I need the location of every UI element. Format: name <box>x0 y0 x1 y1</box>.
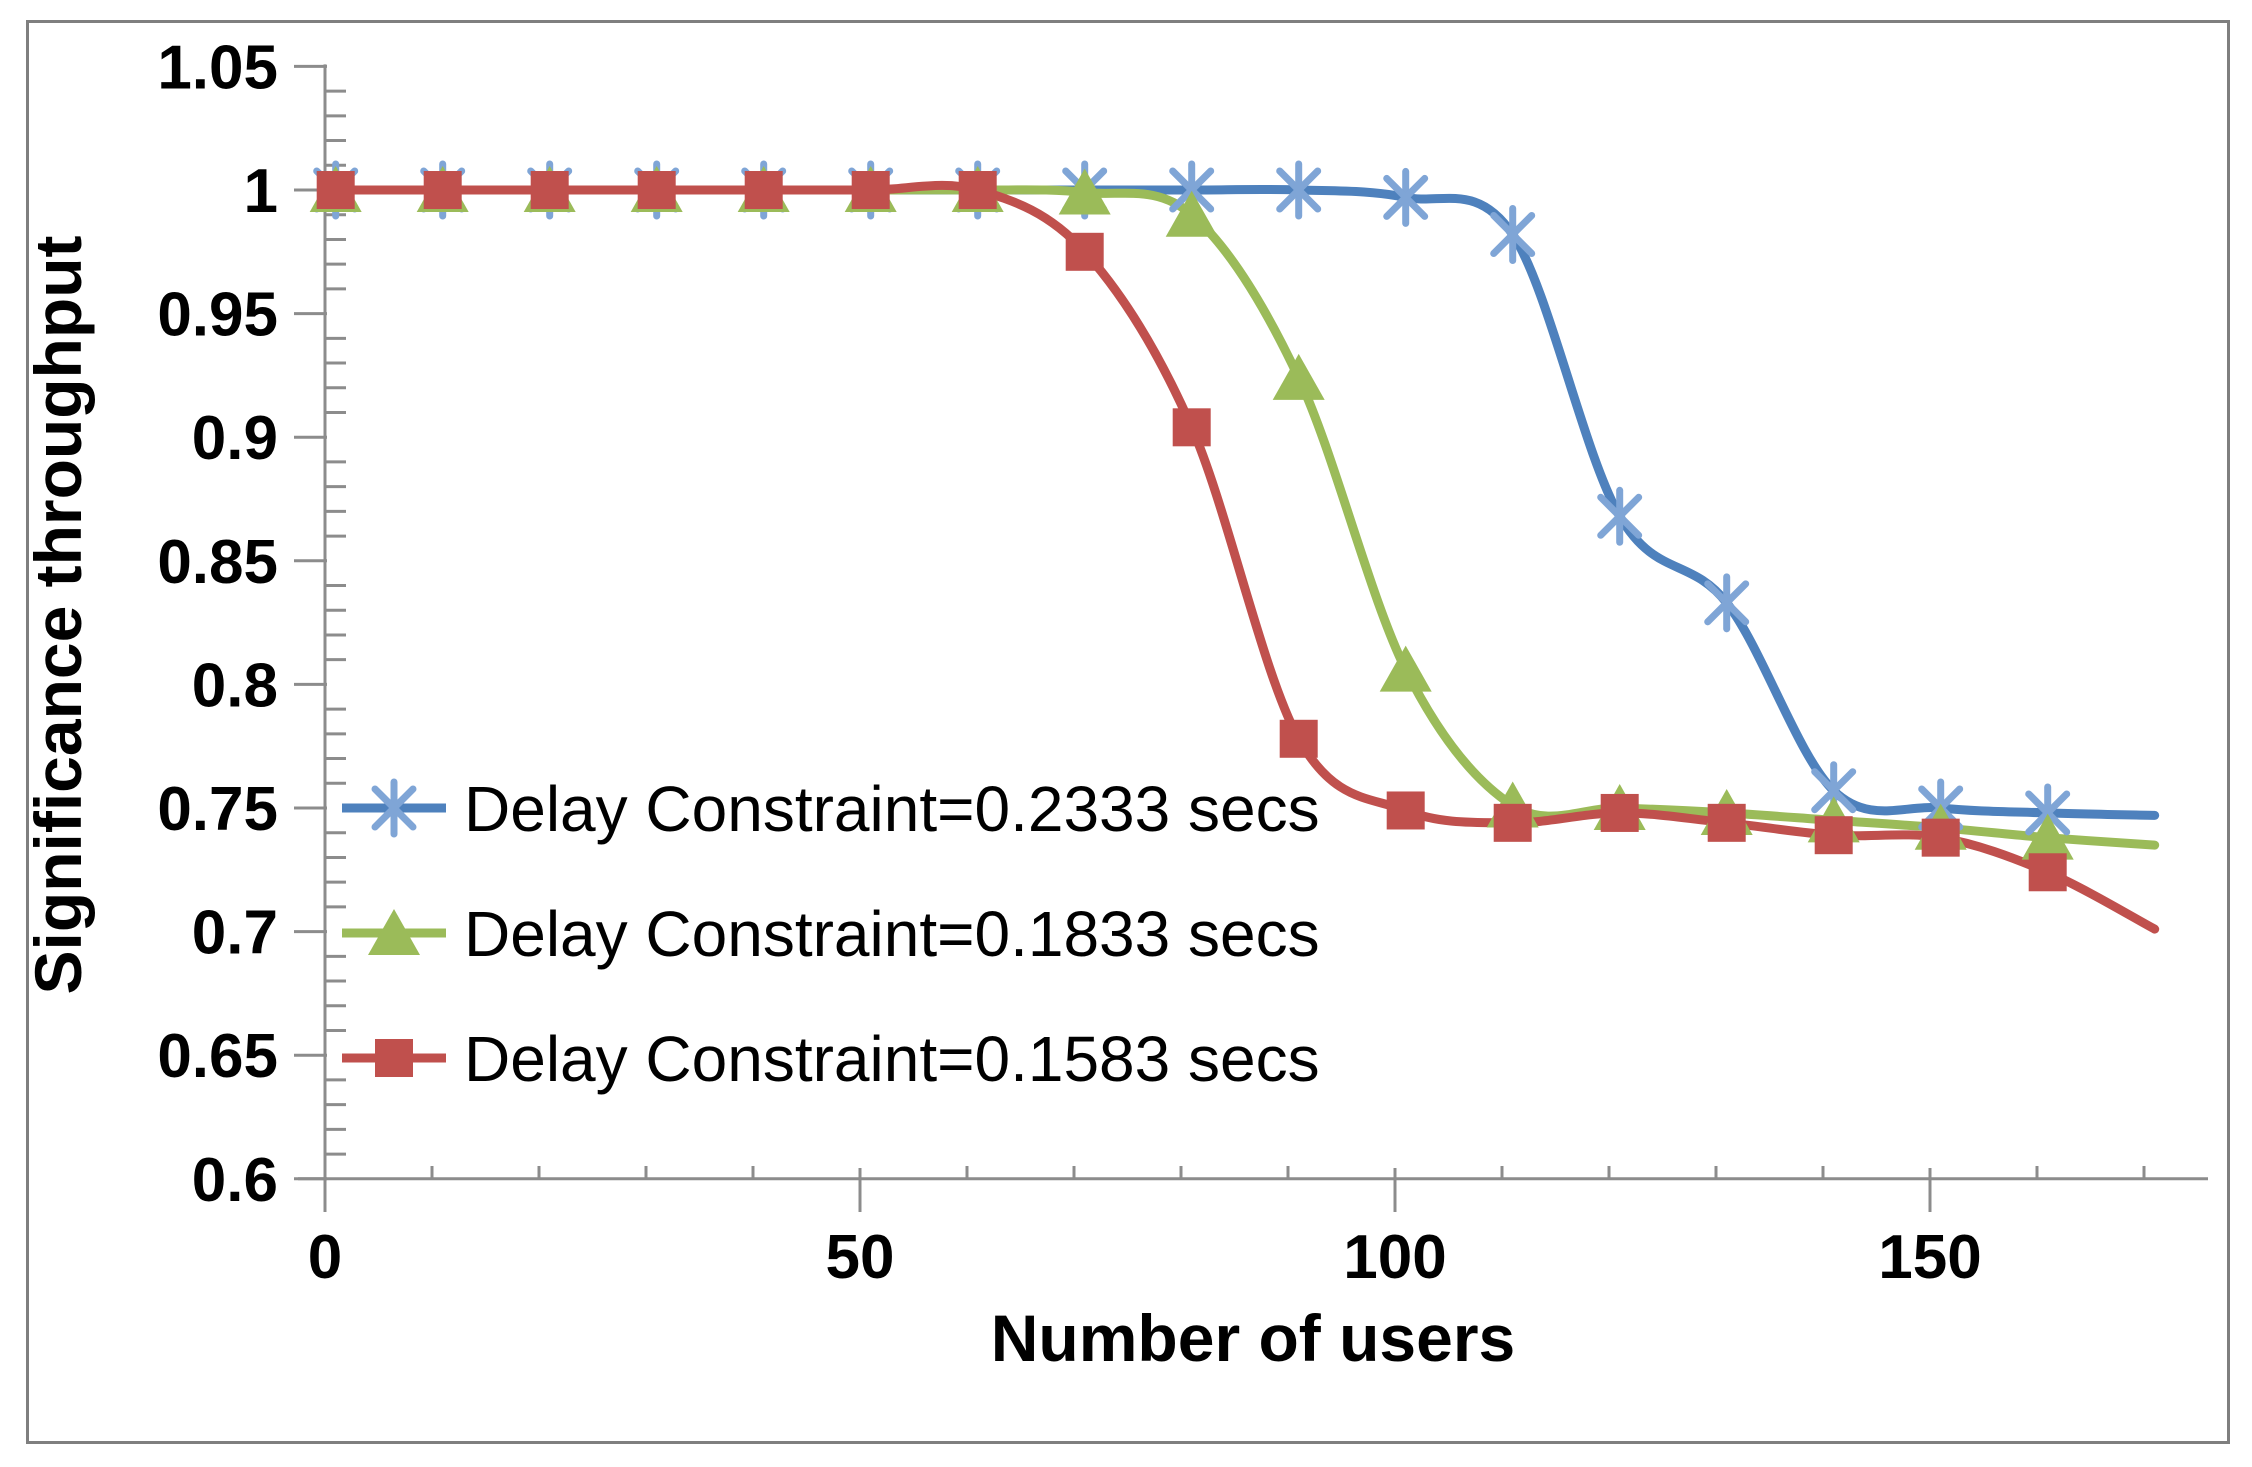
triangle-marker-icon <box>1272 353 1325 400</box>
square-marker-icon <box>744 171 783 209</box>
y-tick-label: 0.6 <box>192 1146 278 1215</box>
triangle-marker-icon <box>1165 190 1218 237</box>
square-marker-icon <box>2028 853 2067 892</box>
y-tick-label: 1.05 <box>157 33 278 102</box>
y-tick-label: 0.65 <box>157 1022 278 1091</box>
y-tick-label: 0.8 <box>192 651 278 720</box>
square-marker-icon <box>958 171 997 209</box>
square-marker-icon <box>1493 803 1532 842</box>
y-tick-label: 0.85 <box>157 528 278 597</box>
triangle-marker-icon <box>1379 645 1432 692</box>
y-axis-title: Significance throughput <box>21 235 95 995</box>
legend-marker-swatch <box>342 1039 446 1077</box>
legend: Delay Constraint=0.2333 secs Delay Const… <box>338 746 1320 1121</box>
x-ticks <box>323 1166 2146 1212</box>
tick-labels: 1.05 1 0.95 0.9 0.85 0.8 0.75 0.7 0.65 0.6 0 50 100 1… <box>157 33 1981 1292</box>
chart-border-frame <box>26 20 2230 1444</box>
series-markers-2 <box>316 171 2067 892</box>
square-marker-icon <box>1279 719 1318 758</box>
y-tick-label: 1 <box>244 157 278 226</box>
legend-marker-swatch <box>342 778 446 838</box>
square-marker-icon <box>1065 232 1104 271</box>
y-tick-label: 0.95 <box>157 281 278 350</box>
legend-marker-swatch <box>342 909 446 955</box>
series-markers-0 <box>313 160 2071 843</box>
square-marker-icon <box>637 171 676 209</box>
square-marker-icon <box>1600 793 1639 832</box>
square-marker-icon <box>530 171 569 209</box>
triangle-marker-icon <box>1058 168 1111 215</box>
square-marker-icon <box>1921 818 1960 857</box>
triangle-marker-icon <box>2021 813 2074 860</box>
square-marker-icon <box>851 171 890 209</box>
x-tick-label: 100 <box>1343 1223 1446 1292</box>
asterisk-marker-icon <box>1597 486 1643 546</box>
legend-asterisk-marker-icon <box>338 746 450 871</box>
square-marker-icon <box>1172 408 1211 447</box>
asterisk-marker-icon <box>1490 204 1536 264</box>
square-marker-icon <box>1386 791 1425 830</box>
asterisk-marker-icon <box>1383 167 1429 227</box>
legend-item-delay-02333: Delay Constraint=0.2333 secs <box>338 746 1320 871</box>
legend-label: Delay Constraint=0.2333 secs <box>464 772 1320 845</box>
x-tick-label: 50 <box>826 1223 895 1292</box>
x-axis-title: Number of users <box>990 1301 1516 1375</box>
x-tick-label: 0 <box>308 1223 342 1292</box>
square-marker-icon <box>316 171 355 209</box>
asterisk-marker-icon <box>1276 160 1322 220</box>
x-tick-label: 150 <box>1878 1223 1981 1292</box>
y-tick-label: 0.75 <box>157 775 278 844</box>
axes <box>298 64 2208 1212</box>
legend-triangle-marker-icon <box>338 871 450 996</box>
legend-label: Delay Constraint=0.1583 secs <box>464 1022 1320 1095</box>
square-marker-icon <box>1707 803 1746 842</box>
legend-square-marker-icon <box>338 996 450 1121</box>
y-tick-label: 0.9 <box>192 404 278 473</box>
square-marker-icon <box>423 171 462 209</box>
square-marker-icon <box>1814 816 1853 855</box>
y-tick-label: 0.7 <box>192 899 278 968</box>
asterisk-marker-icon <box>1704 573 1750 633</box>
legend-item-delay-01583: Delay Constraint=0.1583 secs <box>338 996 1320 1121</box>
legend-label: Delay Constraint=0.1833 secs <box>464 897 1320 970</box>
legend-item-delay-01833: Delay Constraint=0.1833 secs <box>338 871 1320 996</box>
